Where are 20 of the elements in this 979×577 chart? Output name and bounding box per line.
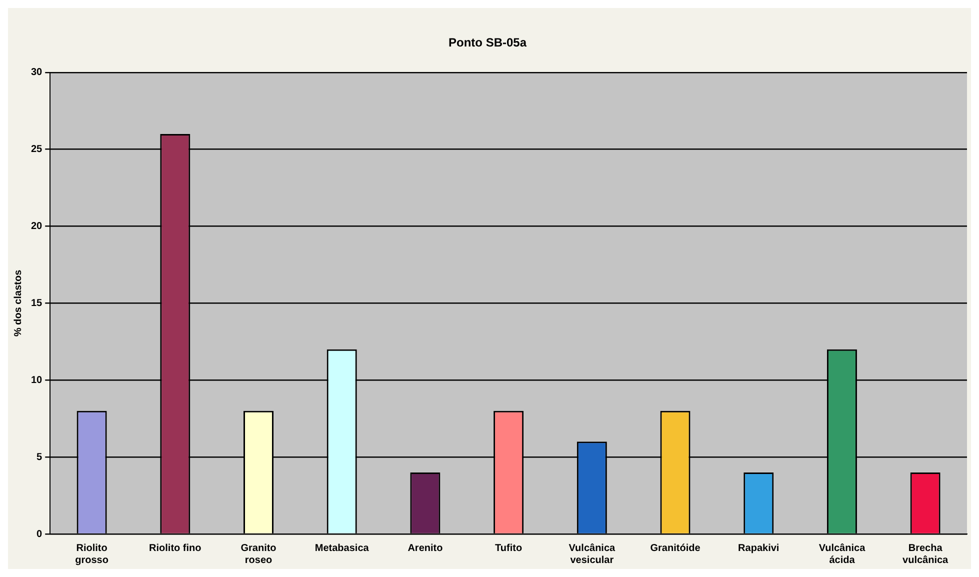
y-tick-label: 30	[31, 67, 43, 78]
y-tick-label: 10	[31, 374, 43, 386]
x-tick-label: Metabasica	[314, 542, 370, 554]
y-tick-label: 25	[31, 144, 43, 156]
x-tick-label: Arenito	[408, 542, 443, 554]
x-tick-label: Vulcânica vesicular	[568, 542, 616, 566]
y-tick-label: 5	[36, 452, 43, 463]
x-tick-label: Riolito grosso	[75, 542, 108, 566]
y-tick-label: 0	[36, 528, 43, 540]
x-tick-label: Vulcânica ácida	[818, 542, 866, 566]
y-tick-label: 15	[31, 298, 43, 309]
y-tick-label: 20	[31, 221, 43, 232]
x-tick-label: Tufito	[495, 542, 522, 554]
x-tick-label: Granito roseo	[240, 542, 276, 566]
chart-title: Ponto SB-05a	[448, 36, 527, 50]
y-axis-title: % dos clastos	[12, 269, 24, 337]
x-tick-label: Brecha vulcânica	[902, 542, 949, 566]
x-tick-label: Riolito fino	[149, 542, 202, 554]
x-tick-label: Granitóide	[650, 542, 701, 554]
x-tick-label: Rapakivi	[738, 542, 780, 554]
